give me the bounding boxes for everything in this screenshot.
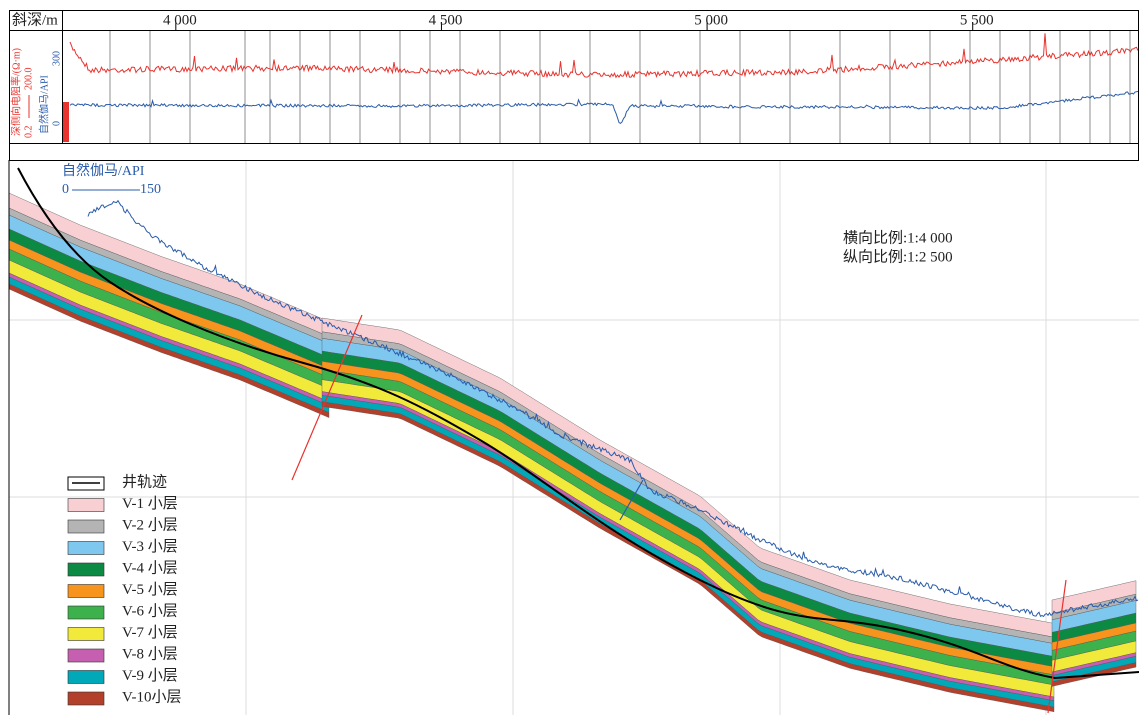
legend-label: V-7 小层 [122,624,178,641]
legend-label: V-2 小层 [122,516,178,533]
legend: 井轨迹 V-1 小层 V-2 小层 V-3 小层 V-4 小层 V-5 小层 V-6 小层 V… [68,473,181,705]
legend-swatch [68,649,104,662]
legend-swatch [68,520,104,533]
scale-h: 横向比例:1:4 000 [843,229,953,246]
section-gamma-max: 150 [140,182,161,197]
legend-swatch [68,606,104,619]
resistivity-min: 0.2 [23,126,34,139]
tick-label: 4 000 [163,12,197,28]
legend-swatch [68,563,104,576]
legend-label: V-4 小层 [122,559,178,576]
section-gamma-min: 0 [62,182,69,197]
tick-label: 4 500 [429,12,463,28]
legend-swatch [68,628,104,641]
legend-swatch [68,542,104,555]
gamma-max: 300 [51,51,62,66]
legend-label: V-1 小层 [122,495,178,512]
gamma-min: 0 [51,121,62,126]
scale-v: 纵向比例:1:2 500 [843,248,953,265]
tick-label: 5 500 [960,12,994,28]
legend-label: V-10小层 [122,688,181,705]
legend-swatch [68,671,104,684]
legend-label: V-9 小层 [122,667,178,684]
resistivity-max: 200.0 [23,68,34,91]
legend-swatch [68,585,104,598]
depth-title: 斜深/m [12,11,58,28]
legend-label: V-6 小层 [122,602,178,619]
legend-label: 井轨迹 [122,473,167,490]
legend-label: V-5 小层 [122,581,178,598]
legend-swatch [68,692,104,705]
log-mark [63,102,69,142]
resistivity-label: 深侧向电阻率/(Ω·m) [9,48,22,136]
section-gamma-label: 自然伽马/API [62,162,145,179]
gamma-label: 自然伽马/API [37,75,50,134]
figure: 斜深/m 4 000 4 500 5 000 5 500 深侧向电阻率/(Ω·m) 0… [0,0,1139,715]
legend-label: V-8 小层 [122,645,178,662]
legend-label: V-3 小层 [122,538,178,555]
legend-swatch [68,499,104,512]
tick-label: 5 000 [694,12,728,28]
